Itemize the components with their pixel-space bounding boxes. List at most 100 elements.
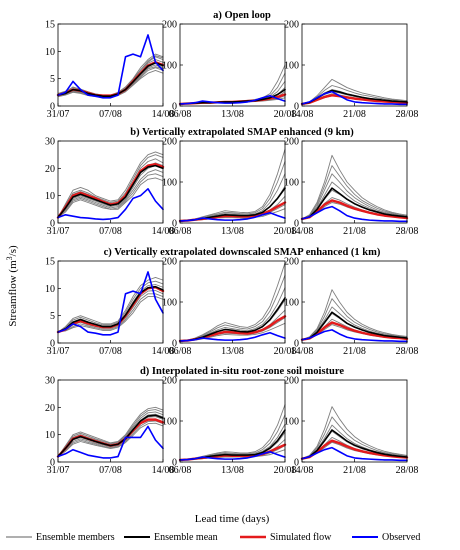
- x-tick-label: 20/08: [274, 465, 297, 476]
- legend-item: Observed: [352, 532, 420, 543]
- ensemble-member-line: [57, 409, 164, 457]
- x-tick-label: 21/08: [343, 109, 366, 120]
- ensemble-member-line: [57, 151, 164, 218]
- ensemble-member-line: [301, 165, 408, 220]
- simulated-flow-line: [300, 321, 409, 341]
- x-tick-label: 06/08: [169, 346, 192, 357]
- y-tick-label: 100: [284, 298, 299, 309]
- ensemble-member-line: [179, 262, 286, 342]
- chart-row: c) Vertically extrapolated downscaled SM…: [45, 247, 418, 357]
- x-tick-label: 07/08: [99, 226, 122, 237]
- x-tick-label: 20/08: [274, 346, 297, 357]
- ensemble-member-line: [57, 276, 164, 333]
- y-tick-label: 0: [50, 458, 55, 469]
- panel-title: d) Interpolated in-situ root-zone soil m…: [140, 366, 344, 377]
- legend-item: Ensemble mean: [124, 532, 218, 543]
- x-tick-label: 21/08: [343, 465, 366, 476]
- y-axis-title-sup: 3: [5, 256, 14, 260]
- y-tick-label: 15: [45, 257, 55, 268]
- y-tick-label: 200: [162, 257, 177, 268]
- y-tick-label: 10: [45, 284, 55, 295]
- panel-title: c) Vertically extrapolated downscaled SM…: [104, 247, 381, 258]
- ensemble-member-line: [301, 154, 408, 220]
- x-tick-label: 13/08: [221, 226, 244, 237]
- y-tick-label: 200: [284, 137, 299, 148]
- y-tick-label: 100: [162, 178, 177, 189]
- chart-panel: 0 100 200 06/08 13/08 20/08: [162, 137, 296, 238]
- x-tick-label: 20/08: [274, 226, 297, 237]
- ensemble-member-line: [301, 85, 408, 105]
- x-tick-label: 06/08: [169, 465, 192, 476]
- chart-panel: 0 100 200 14/08 21/08 28/08: [284, 20, 418, 121]
- y-tick-label: 10: [45, 47, 55, 58]
- x-tick-label: 06/08: [169, 226, 192, 237]
- ensemble-mean-line: [57, 62, 164, 97]
- ensemble-member-line: [179, 274, 286, 342]
- ensemble-mean-line: [179, 88, 286, 105]
- simulated-flow-line: [300, 439, 409, 460]
- ensemble-member-line: [57, 406, 164, 457]
- y-tick-label: 200: [162, 20, 177, 31]
- simulated-flow-line: [300, 199, 409, 221]
- y-tick-label: 15: [45, 20, 55, 31]
- chart-panel: 0 100 200 06/08 13/08 20/08: [162, 376, 296, 477]
- x-tick-label: 31/07: [47, 346, 70, 357]
- y-tick-label: 10: [45, 191, 55, 202]
- ensemble-member-line: [301, 416, 408, 460]
- y-tick-label: 100: [162, 417, 177, 428]
- ensemble-member-line: [301, 289, 408, 341]
- x-tick-label: 28/08: [396, 109, 419, 120]
- ensemble-member-line: [57, 177, 164, 218]
- observed-line: [301, 446, 408, 462]
- ensemble-mean-line: [301, 311, 408, 341]
- chart-panel: 0 100 200 14/08 21/08 28/08: [284, 257, 418, 358]
- y-tick-label: 0: [294, 339, 299, 350]
- x-tick-label: 14/08: [152, 346, 175, 357]
- x-tick-label: 28/08: [396, 465, 419, 476]
- ensemble-member-line: [301, 298, 408, 341]
- ensemble-mean-line: [57, 414, 164, 458]
- simulated-flow-line: [56, 418, 165, 458]
- y-tick-label: 0: [294, 219, 299, 230]
- y-tick-label: 0: [294, 102, 299, 113]
- y-tick-label: 200: [284, 257, 299, 268]
- x-tick-label: 31/07: [47, 465, 70, 476]
- x-tick-label: 28/08: [396, 226, 419, 237]
- chart-panel: 0 10 20 30 31/07 07/08 14/08: [45, 137, 174, 238]
- ensemble-member-line: [301, 173, 408, 220]
- ensemble-mean-line: [57, 285, 164, 333]
- y-tick-label: 0: [172, 339, 177, 350]
- legend-item: Ensemble members: [6, 532, 115, 543]
- x-tick-label: 14/08: [291, 109, 314, 120]
- x-tick-label: 13/08: [221, 109, 244, 120]
- legend-item: Simulated flow: [240, 532, 332, 543]
- y-tick-label: 20: [45, 164, 55, 175]
- x-tick-label: 14/08: [291, 226, 314, 237]
- ensemble-member-line: [57, 70, 164, 98]
- observed-line: [57, 34, 164, 99]
- ensemble-member-line: [301, 424, 408, 460]
- legend-label: Ensemble mean: [154, 532, 218, 543]
- y-tick-label: 10: [45, 430, 55, 441]
- panel-title: b) Vertically extrapolated SMAP enhanced…: [130, 127, 354, 138]
- x-tick-label: 14/08: [291, 465, 314, 476]
- x-tick-label: 21/08: [343, 226, 366, 237]
- simulated-flow-line: [300, 94, 409, 106]
- ensemble-member-line: [57, 293, 164, 333]
- chart-panel: 0 100 200 14/08 21/08 28/08: [284, 137, 418, 238]
- chart-panel: 0 100 200 06/08 13/08 20/08: [162, 257, 296, 358]
- y-tick-label: 30: [45, 376, 55, 387]
- y-tick-label: 0: [294, 458, 299, 469]
- chart-panel: 0 5 10 15 31/07 07/08 14/08: [45, 20, 174, 121]
- observed-line: [301, 90, 408, 106]
- ensemble-member-line: [57, 422, 164, 457]
- y-tick-label: 100: [162, 61, 177, 72]
- y-tick-label: 100: [284, 417, 299, 428]
- chart-panel: 0 10 20 30 31/07 07/08 14/08: [45, 376, 174, 477]
- x-tick-label: 14/08: [152, 226, 175, 237]
- y-tick-label: 200: [162, 137, 177, 148]
- ensemble-member-line: [57, 165, 164, 218]
- x-tick-label: 14/08: [152, 465, 175, 476]
